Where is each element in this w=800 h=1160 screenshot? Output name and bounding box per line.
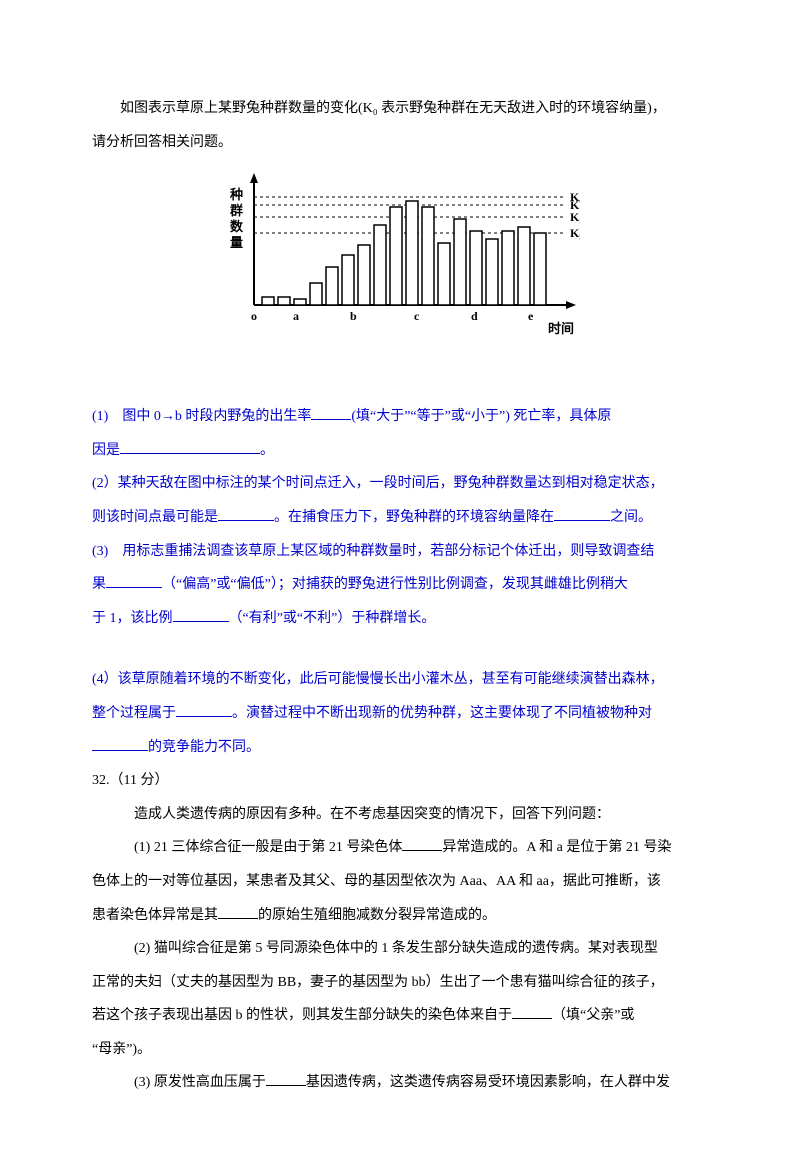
svg-text:数: 数	[230, 219, 244, 234]
intro-line2: 请分析回答相关问题。	[92, 135, 232, 150]
q1-blank1	[311, 405, 351, 420]
q2-l2a: 则该时间点最可能是	[92, 510, 218, 525]
svg-text:d: d	[471, 309, 478, 323]
q1-mid: (填“大于”“等于”或“小于”) 死亡率，具体原	[351, 409, 611, 424]
q32-p2-l1: (2) 猫叫综合征是第 5 号同源染色体中的 1 条发生部分缺失造成的遗传病。某…	[134, 941, 658, 956]
q3-l3a: 于 1，该比例	[92, 611, 173, 626]
q32-p2-l3a: 若这个孩子表现出基因 b 的性状，则其发生部分缺失的染色体来自于	[92, 1008, 512, 1023]
q32-p1-l3a: 患者染色体异常是其	[92, 908, 218, 923]
q4-l1: (4）该草原随着环境的不断变化，此后可能慢慢长出小灌木丛，甚至有可能继续演替出森…	[92, 672, 664, 687]
q32-p1-blank1	[402, 836, 442, 851]
q4-l2b: 。演替过程中不断出现新的优势种群，这主要体现了不同植被物种对	[232, 706, 652, 721]
chart-svg: 种群数量K₀K₁K₂K₃oabcde时间	[220, 165, 580, 335]
q1-blank2	[120, 439, 260, 454]
q3-blank1	[106, 573, 162, 588]
svg-text:c: c	[414, 309, 420, 323]
svg-text:种: 种	[229, 187, 243, 202]
q32-p2-l3b: （填“父亲”或	[552, 1008, 634, 1023]
svg-text:群: 群	[230, 203, 243, 218]
q4-l2a: 整个过程属于	[92, 706, 176, 721]
q32-p2-blank1	[512, 1004, 552, 1019]
q32-p3b: 基因遗传病，这类遗传病容易受环境因素影响，在人群中发	[306, 1075, 670, 1090]
q32-p3-blank1	[266, 1071, 306, 1086]
q2-blank1	[218, 506, 274, 521]
q32-head: 32.（11 分）	[92, 773, 168, 788]
q3-blank2	[173, 607, 229, 622]
q32-p1a: (1) 21 三体综合征一般是由于第 21 号染色体	[134, 840, 402, 855]
svg-text:e: e	[528, 309, 534, 323]
population-chart: 种群数量K₀K₁K₂K₃oabcde时间	[92, 165, 708, 340]
q3-l3b: （“有利”或“不利”）于种群增长。	[229, 611, 436, 626]
q32-p2-l4: “母亲”)。	[92, 1042, 151, 1057]
q4-l3b: 的竞争能力不同。	[148, 740, 260, 755]
q4-blank2	[92, 736, 148, 751]
q2-l2c: 之间。	[610, 510, 652, 525]
q1-l2b: 。	[260, 443, 274, 458]
svg-text:a: a	[293, 309, 299, 323]
svg-text:K₂: K₂	[570, 210, 580, 224]
q32-p2-l2: 正常的夫妇（丈夫的基因型为 BB，妻子的基因型为 bb）生出了一个患有猫叫综合征…	[92, 975, 664, 990]
q32-p1-l2: 色体上的一对等位基因，某患者及其父、母的基因型依次为 Aaa、AA 和 aa，据…	[92, 874, 661, 889]
svg-text:b: b	[350, 309, 357, 323]
q2-blank2	[554, 506, 610, 521]
svg-text:o: o	[251, 309, 257, 323]
svg-text:量: 量	[230, 235, 243, 250]
intro-line1: 如图表示草原上某野兔种群数量的变化(K₀ 表示野兔种群在无天敌进入时的环境容纳量…	[120, 101, 666, 116]
q1-prefix: (1) 图中 0→b 时段内野兔的出生率	[92, 409, 311, 424]
svg-text:K₃: K₃	[570, 226, 580, 240]
q1-l2a: 因是	[92, 443, 120, 458]
q2-l2b: 。在捕食压力下，野兔种群的环境容纳量降在	[274, 510, 554, 525]
q32-p1b: 异常造成的。A 和 a 是位于第 21 号染	[442, 840, 671, 855]
q32-intro: 造成人类遗传病的原因有多种。在不考虑基因突变的情况下，回答下列问题：	[134, 807, 610, 822]
q32-p1-blank2	[218, 904, 258, 919]
q3-l2a: 果	[92, 577, 106, 592]
q2-l1: (2）某种天敌在图中标注的某个时间点迁入，一段时间后，野兔种群数量达到相对稳定状…	[92, 476, 664, 491]
q32-p3a: (3) 原发性高血压属于	[134, 1075, 266, 1090]
q3-l1: (3) 用标志重捕法调查该草原上某区域的种群数量时，若部分标记个体迁出，则导致调…	[92, 544, 654, 559]
q3-l2b: （“偏高”或“偏低”）；对捕获的野兔进行性别比例调查，发现其雌雄比例稍大	[162, 577, 628, 592]
q4-blank1	[176, 702, 232, 717]
q32-p1-l3b: 的原始生殖细胞减数分裂异常造成的。	[258, 908, 496, 923]
svg-text:时间: 时间	[548, 321, 574, 335]
